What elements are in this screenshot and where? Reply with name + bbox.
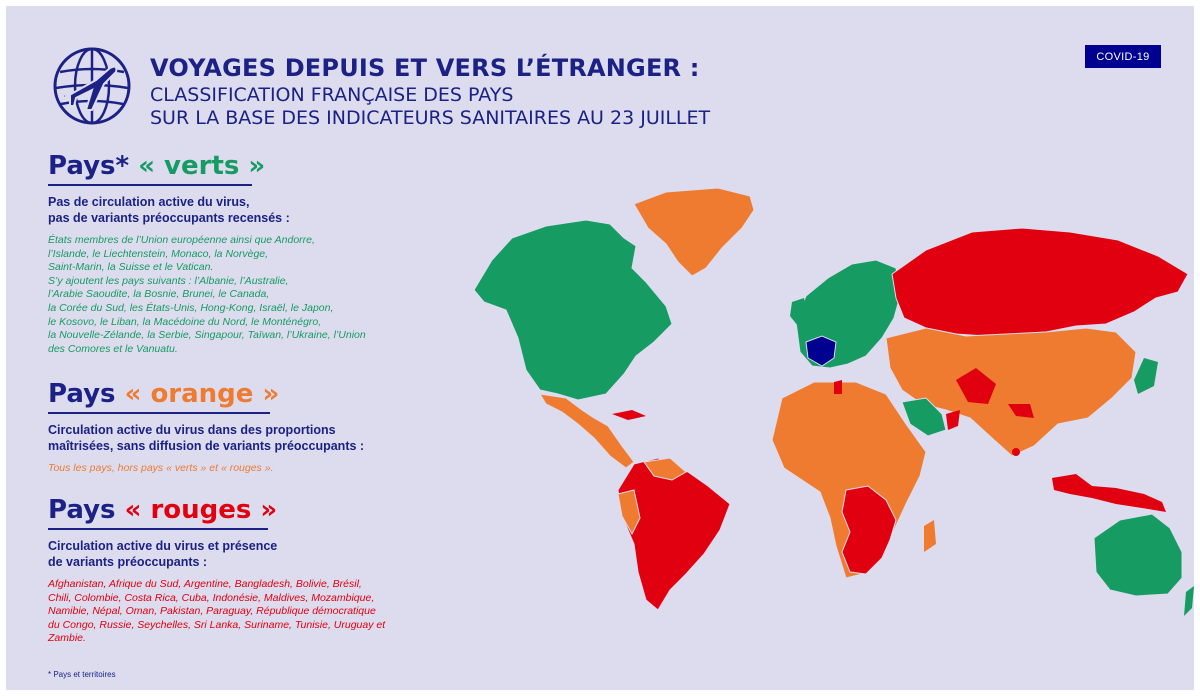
indonesia-region xyxy=(1052,474,1166,512)
red-country-list: Afghanistan, Afrique du Sud, Argentine, … xyxy=(48,578,468,646)
south-america-red-region xyxy=(617,457,731,611)
covid-badge: COVID-19 xyxy=(1085,45,1161,68)
list-line: la Corée du Sud, les États-Unis, Hong-Ko… xyxy=(48,301,334,314)
list-line: l’Islande, le Liechtenstein, Monaco, la … xyxy=(48,247,269,260)
globe-airplane-icon xyxy=(53,47,131,125)
orange-description: Circulation active du virus dans des pro… xyxy=(48,422,468,454)
africa-red-region xyxy=(841,485,897,575)
world-map xyxy=(473,187,1194,616)
red-heading-prefix: Pays xyxy=(48,495,116,525)
footnote: * Pays et territoires xyxy=(48,670,116,679)
orange-heading: Pays « orange » xyxy=(48,378,468,410)
cuba-region xyxy=(612,410,646,420)
green-heading-quote: « verts » xyxy=(138,151,266,181)
green-country-list: États membres de l’Union européenne ains… xyxy=(48,234,468,356)
uk-region xyxy=(790,298,808,326)
desc-line: Circulation active du virus et présence xyxy=(48,539,278,553)
desc-line: pas de variants préoccupants recensés : xyxy=(48,211,290,225)
list-line: Zambie. xyxy=(48,632,86,645)
desc-line: de variants préoccupants : xyxy=(48,555,208,569)
list-line: le Kosovo, le Liban, la Macédoine du Nor… xyxy=(48,315,322,328)
green-divider xyxy=(48,184,252,186)
orange-heading-quote: « orange » xyxy=(124,379,280,409)
red-heading-quote: « rouges » xyxy=(124,495,278,525)
oman-region xyxy=(946,410,960,430)
russia-region xyxy=(891,227,1189,337)
list-line: Afghanistan, Afrique du Sud, Argentine, … xyxy=(48,578,362,590)
list-line: S’y ajoutent les pays suivants : l’Alban… xyxy=(48,274,289,287)
green-description: Pas de circulation active du virus, pas … xyxy=(48,194,468,226)
list-line: des Comores et le Vanuatu. xyxy=(48,342,178,355)
green-heading-prefix: Pays* xyxy=(48,151,130,181)
orange-heading-prefix: Pays xyxy=(48,379,116,409)
subtitle-line: SUR LA BASE DES INDICATEURS SANITAIRES A… xyxy=(150,107,711,129)
subtitle-line: CLASSIFICATION FRANÇAISE DES PAYS xyxy=(150,84,514,106)
tunisia-region xyxy=(834,380,842,394)
mexico-region xyxy=(539,393,635,469)
green-heading: Pays* « verts » xyxy=(48,150,468,182)
red-heading: Pays « rouges » xyxy=(48,494,468,526)
pakistan-afghanistan-region xyxy=(956,368,996,404)
asia-orange-region xyxy=(885,327,1137,457)
red-section: Pays « rouges » Circulation active du vi… xyxy=(48,494,468,646)
madagascar-region xyxy=(924,520,936,552)
orange-divider xyxy=(48,412,270,414)
orange-section: Pays « orange » Circulation active du vi… xyxy=(48,378,468,476)
green-section: Pays* « verts » Pas de circulation activ… xyxy=(48,150,468,356)
list-line: l’Arabie Saoudite, la Bosnie, Brunei, le… xyxy=(48,288,270,301)
page-title: VOYAGES DEPUIS ET VERS L’ÉTRANGER : xyxy=(150,54,700,82)
page-subtitle: CLASSIFICATION FRANÇAISE DES PAYS SUR LA… xyxy=(150,84,710,130)
list-line: la Nouvelle-Zélande, la Serbie, Singapou… xyxy=(48,329,366,342)
list-line: Namibie, Népal, Oman, Pakistan, Paraguay… xyxy=(48,605,376,618)
greenland-region xyxy=(633,187,755,277)
orange-country-list: Tous les pays, hors pays « verts » et « … xyxy=(48,462,468,476)
list-line: Chili, Colombie, Costa Rica, Cuba, Indon… xyxy=(48,591,375,604)
north-america-green-region xyxy=(473,219,673,401)
sri-lanka-region xyxy=(1012,448,1020,456)
list-line: Saint-Marin, la Suisse et le Vatican. xyxy=(48,261,214,274)
saudi-arabia-region xyxy=(901,397,947,437)
red-description: Circulation active du virus et présence … xyxy=(48,538,468,570)
south-america-orange-region xyxy=(617,457,687,536)
desc-line: maîtrisées, sans diffusion de variants p… xyxy=(48,439,365,453)
desc-line: Circulation active du virus dans des pro… xyxy=(48,423,336,437)
france-region xyxy=(805,335,837,367)
australia-region xyxy=(1093,513,1183,597)
red-divider xyxy=(48,528,268,530)
infographic-page: VOYAGES DEPUIS ET VERS L’ÉTRANGER : CLAS… xyxy=(6,6,1194,690)
list-line: États membres de l’Union européenne ains… xyxy=(48,234,315,246)
japan-region xyxy=(1134,358,1158,394)
list-line: Tous les pays, hors pays « verts » et « … xyxy=(48,462,274,474)
list-line: du Congo, Russie, Seychelles, Sri Lanka,… xyxy=(48,618,386,631)
new-zealand-region xyxy=(1184,586,1194,616)
nepal-region xyxy=(1008,404,1034,418)
desc-line: Pas de circulation active du virus, xyxy=(48,195,250,209)
